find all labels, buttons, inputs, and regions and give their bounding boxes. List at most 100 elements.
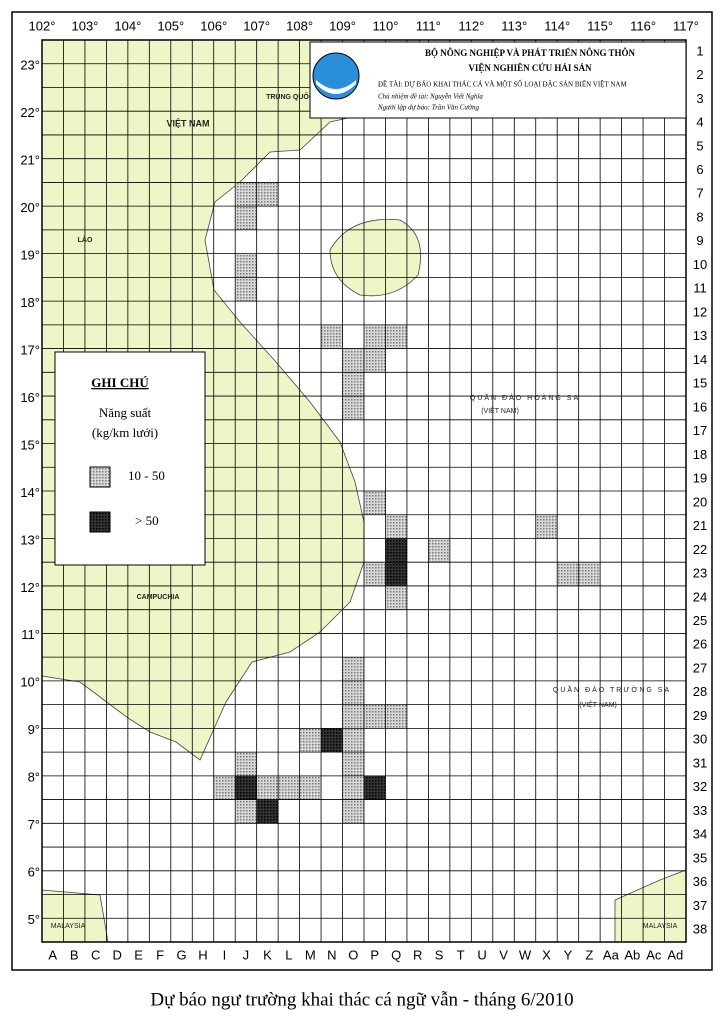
place-label: (VIỆT NAM) <box>481 406 519 415</box>
lat-label: 14° <box>20 485 40 500</box>
catch-cell <box>235 752 257 776</box>
catch-cell <box>385 324 407 349</box>
legend-frame <box>54 351 206 566</box>
column-label: P <box>370 947 379 962</box>
row-label: 32 <box>693 779 707 794</box>
lon-label: 105° <box>157 18 184 33</box>
catch-cell <box>535 514 558 539</box>
row-label: 22 <box>693 542 707 557</box>
row-label: 24 <box>693 589 707 604</box>
lat-label: 10° <box>20 675 40 690</box>
legend: GHI CHÚ Năng suất (kg/km lưới) 10 - 50 >… <box>54 351 206 566</box>
place-label: (VIỆT NAM) <box>579 700 617 709</box>
row-label: 23 <box>693 566 707 581</box>
row-label: 30 <box>693 732 707 747</box>
catch-cell <box>342 704 364 729</box>
catch-cell <box>235 182 257 207</box>
lat-label: 12° <box>20 580 40 595</box>
lon-label: 113° <box>501 18 527 33</box>
row-label: 26 <box>693 637 707 652</box>
column-label: R <box>413 947 422 962</box>
place-label: CAMPUCHIA <box>137 594 180 601</box>
catch-cell <box>428 538 450 563</box>
column-label: Z <box>585 947 593 962</box>
lat-label: 18° <box>20 295 40 310</box>
lon-label: 114° <box>544 18 570 33</box>
lat-label: 5° <box>28 912 40 927</box>
catch-cell <box>342 728 364 753</box>
row-label: 21 <box>693 518 707 533</box>
lon-label: 115° <box>587 18 613 33</box>
catch-cell <box>342 799 364 824</box>
lon-label: 117° <box>673 18 699 33</box>
catch-cell <box>342 396 364 420</box>
row-label: 6 <box>696 162 703 177</box>
catch-cell <box>342 752 364 776</box>
legend-label: > 50 <box>135 513 159 528</box>
catch-cell <box>256 775 279 800</box>
lat-label: 8° <box>28 770 40 785</box>
row-label: 34 <box>693 827 707 842</box>
row-label: 25 <box>693 613 707 628</box>
catch-cell <box>364 775 386 800</box>
row-label: 33 <box>693 803 707 818</box>
row-label: 29 <box>693 708 707 723</box>
lon-label: 116° <box>630 18 656 33</box>
catch-cell <box>342 348 364 373</box>
column-label: M <box>305 947 316 962</box>
row-label: 14 <box>693 352 707 367</box>
column-label: N <box>327 947 336 962</box>
row-label: 31 <box>693 755 707 770</box>
place-label: MALAYSIA <box>51 923 86 930</box>
catch-cell <box>364 562 386 586</box>
header-line: Người lập dự báo: Trần Văn Cường <box>377 104 479 112</box>
legend-label: 10 - 50 <box>128 468 165 483</box>
catch-cell <box>385 514 407 539</box>
logo-wave <box>316 80 356 94</box>
catch-cell <box>385 585 407 610</box>
caption: Dự báo ngư trường khai thác cá ngữ vẫn -… <box>150 989 573 1010</box>
column-label: B <box>70 947 79 962</box>
header-line: Chủ nhiệm đề tài: Nguyễn Viết Nghĩa <box>378 93 483 101</box>
column-label: T <box>457 947 465 962</box>
lat-label: 15° <box>20 437 40 452</box>
lon-label: 109° <box>329 18 356 33</box>
row-label: 4 <box>696 115 703 130</box>
column-label: Ac <box>646 947 662 962</box>
row-label: 16 <box>693 399 707 414</box>
column-label: W <box>519 947 532 962</box>
row-label: 35 <box>693 850 707 865</box>
column-label: O <box>348 947 358 962</box>
legend-unit: (kg/km lưới) <box>92 425 158 440</box>
place-label: QUẦN ĐẢO HOÀNG SA <box>470 392 580 402</box>
catch-cell <box>213 775 236 800</box>
row-label: 38 <box>693 922 707 937</box>
catch-cell <box>235 775 257 800</box>
row-label: 36 <box>693 874 707 889</box>
column-label: Ab <box>624 947 640 962</box>
header-box: BỘ NÔNG NGHIỆP VÀ PHÁT TRIỂN NÔNG THÔN V… <box>309 41 687 119</box>
lon-label: 104° <box>114 18 141 33</box>
catch-cell <box>385 538 407 563</box>
catch-cell <box>364 348 386 373</box>
column-label: Ad <box>667 947 683 962</box>
lon-label: 111° <box>416 18 441 33</box>
catch-cell <box>299 775 322 800</box>
place-label: QUẦN ĐẢO TRƯỜNG SA <box>553 684 671 694</box>
lat-label: 9° <box>28 722 40 737</box>
column-label: X <box>542 947 551 962</box>
row-label: 5 <box>696 138 703 153</box>
lat-label: 11° <box>21 627 40 642</box>
lat-label: 19° <box>20 247 40 262</box>
row-label: 13 <box>693 328 707 343</box>
map-frame <box>41 39 687 943</box>
catch-cell <box>578 562 601 586</box>
catch-cell <box>364 704 386 729</box>
catch-cell <box>235 253 257 278</box>
catch-cell <box>364 324 386 349</box>
legend-swatch <box>89 511 111 533</box>
legend-measure: Năng suất <box>99 405 152 420</box>
catch-cell <box>364 491 386 515</box>
place-label: TRUNG QUỐC <box>266 91 314 101</box>
catch-cell <box>342 680 364 705</box>
